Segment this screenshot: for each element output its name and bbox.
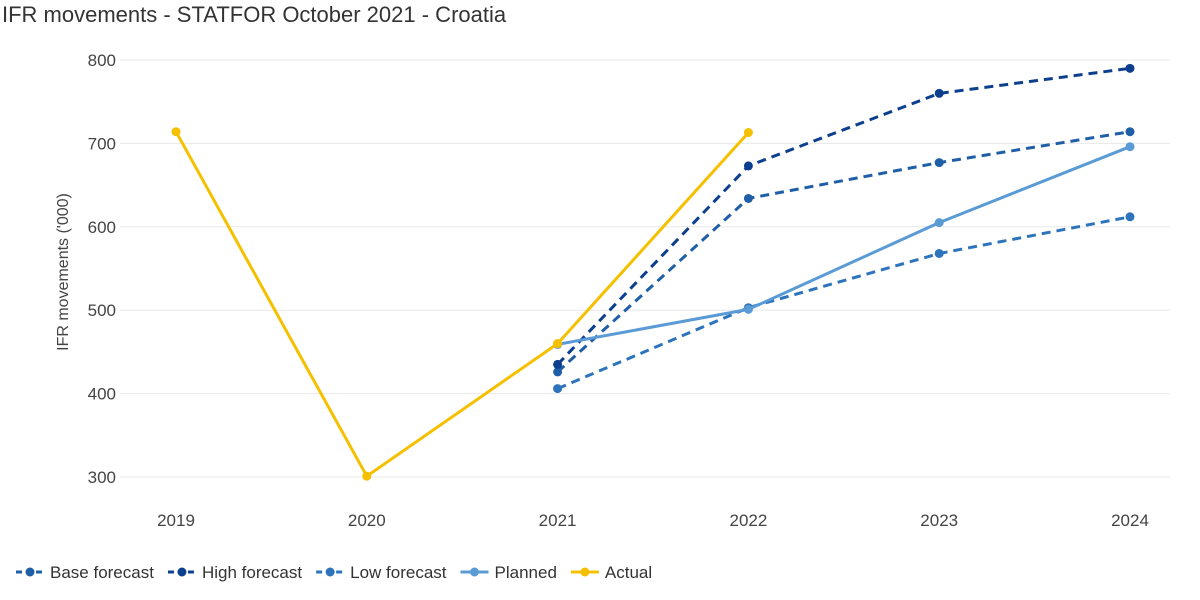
data-point xyxy=(553,339,563,349)
y-tick-label: 600 xyxy=(88,218,116,237)
series-line xyxy=(557,145,1131,346)
chart-title: IFR movements - STATFOR October 2021 - C… xyxy=(2,2,507,27)
legend-marker xyxy=(470,567,480,577)
legend-item: Base forecast xyxy=(16,563,154,582)
legend-item: High forecast xyxy=(167,563,302,582)
legend-label: Low forecast xyxy=(350,563,447,582)
data-point xyxy=(553,384,563,394)
series-actual xyxy=(171,127,753,481)
data-point xyxy=(171,127,181,137)
x-tick-label: 2020 xyxy=(348,511,386,530)
y-tick-label: 400 xyxy=(88,385,116,404)
y-tick-label: 500 xyxy=(88,301,116,320)
data-point xyxy=(743,128,753,138)
y-axis-title: IFR movements ('000) xyxy=(55,193,72,351)
series-line xyxy=(557,215,1131,390)
data-point xyxy=(934,248,944,258)
y-axis-ticks: 300 400 500 600 700 800 xyxy=(88,51,116,487)
grid-lines xyxy=(120,59,1170,478)
data-point xyxy=(1125,212,1135,222)
legend-marker xyxy=(325,567,335,577)
y-tick-label: 700 xyxy=(88,134,116,153)
legend-item: Actual xyxy=(570,563,652,582)
legend-marker xyxy=(177,567,187,577)
data-point xyxy=(743,193,753,203)
y-tick-label: 300 xyxy=(88,468,116,487)
series-base-forecast xyxy=(553,127,1135,377)
data-point xyxy=(934,158,944,168)
data-point xyxy=(1125,127,1135,137)
data-point xyxy=(743,161,753,171)
legend: Base forecast High forecast Low forecast Pl… xyxy=(16,563,652,582)
data-point xyxy=(743,304,753,314)
legend-label: High forecast xyxy=(202,563,302,582)
x-axis-ticks: 2019 2020 2021 2022 2023 2024 xyxy=(157,511,1149,530)
x-tick-label: 2019 xyxy=(157,511,195,530)
data-point xyxy=(553,367,563,377)
legend-marker xyxy=(25,567,35,577)
legend-label: Planned xyxy=(495,563,557,582)
legend-marker xyxy=(580,567,590,577)
series-low-forecast xyxy=(553,212,1135,394)
series-group xyxy=(171,63,1135,481)
data-point xyxy=(934,88,944,98)
data-point xyxy=(934,218,944,228)
data-point xyxy=(1125,63,1135,73)
legend-label: Actual xyxy=(605,563,652,582)
x-tick-label: 2023 xyxy=(920,511,958,530)
series-line xyxy=(556,66,1131,366)
x-tick-label: 2021 xyxy=(539,511,577,530)
data-point xyxy=(1125,142,1135,152)
series-high-forecast xyxy=(553,63,1135,369)
series-line xyxy=(174,130,750,478)
data-point xyxy=(362,471,372,481)
legend-item: Low forecast xyxy=(316,563,447,582)
legend-item: Planned xyxy=(460,563,557,582)
series-line xyxy=(556,130,1131,374)
series-planned xyxy=(553,142,1135,349)
legend-label: Base forecast xyxy=(50,563,154,582)
data-point xyxy=(553,359,563,369)
y-tick-label: 800 xyxy=(88,51,116,70)
x-tick-label: 2022 xyxy=(729,511,767,530)
x-tick-label: 2024 xyxy=(1111,511,1149,530)
